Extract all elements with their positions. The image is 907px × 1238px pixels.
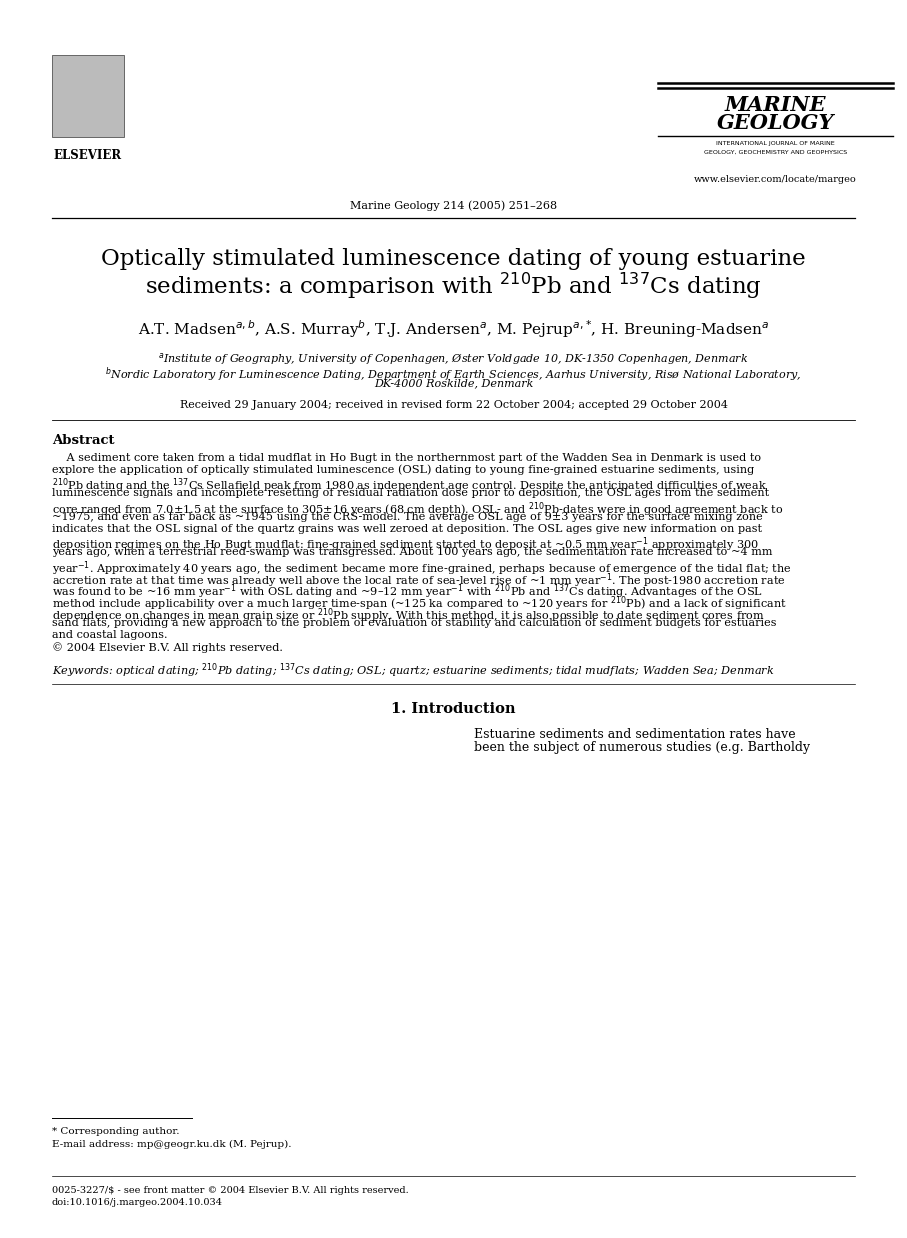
Text: GEOLOGY, GEOCHEMISTRY AND GEOPHYSICS: GEOLOGY, GEOCHEMISTRY AND GEOPHYSICS bbox=[704, 150, 847, 155]
Text: accretion rate at that time was already well above the local rate of sea-level r: accretion rate at that time was already … bbox=[52, 571, 785, 589]
Text: luminescence signals and incomplete resetting of residual radiation dose prior t: luminescence signals and incomplete rese… bbox=[52, 489, 769, 499]
Text: www.elsevier.com/locate/margeo: www.elsevier.com/locate/margeo bbox=[694, 175, 857, 184]
Text: method include applicability over a much larger time-span (~125 ka compared to ~: method include applicability over a much… bbox=[52, 594, 786, 613]
Text: been the subject of numerous studies (e.g. Bartholdy: been the subject of numerous studies (e.… bbox=[473, 742, 810, 754]
Text: and coastal lagoons.: and coastal lagoons. bbox=[52, 630, 168, 640]
Text: E-mail address: mp@geogr.ku.dk (M. Pejrup).: E-mail address: mp@geogr.ku.dk (M. Pejru… bbox=[52, 1140, 291, 1149]
Text: ELSEVIER: ELSEVIER bbox=[54, 149, 122, 162]
Text: 1. Introduction: 1. Introduction bbox=[391, 702, 516, 716]
Bar bbox=[52, 54, 124, 137]
Text: was found to be ~16 mm year$^{-1}$ with OSL dating and ~9–12 mm year$^{-1}$ with: was found to be ~16 mm year$^{-1}$ with … bbox=[52, 583, 763, 602]
Text: explore the application of optically stimulated luminescence (OSL) dating to you: explore the application of optically sti… bbox=[52, 464, 755, 475]
Text: GEOLOGY: GEOLOGY bbox=[717, 113, 834, 132]
Text: years ago, when a terrestrial reed-swamp was transgressed. About 100 years ago, : years ago, when a terrestrial reed-swamp… bbox=[52, 547, 773, 557]
Text: DK-4000 Roskilde, Denmark: DK-4000 Roskilde, Denmark bbox=[374, 378, 533, 387]
Text: Optically stimulated luminescence dating of young estuarine: Optically stimulated luminescence dating… bbox=[102, 248, 805, 270]
Text: core ranged from 7.0±1.5 at the surface to 305±16 years (68 cm depth). OSL- and : core ranged from 7.0±1.5 at the surface … bbox=[52, 500, 784, 519]
Text: dependence on changes in mean grain size or $^{210}$Pb supply. With this method,: dependence on changes in mean grain size… bbox=[52, 607, 765, 625]
Text: $^{210}$Pb dating and the $^{137}$Cs Sellafield peak from 1980 as independent ag: $^{210}$Pb dating and the $^{137}$Cs Sel… bbox=[52, 477, 767, 495]
Text: Received 29 January 2004; received in revised form 22 October 2004; accepted 29 : Received 29 January 2004; received in re… bbox=[180, 400, 727, 410]
Text: A sediment core taken from a tidal mudflat in Ho Bugt in the northernmost part o: A sediment core taken from a tidal mudfl… bbox=[52, 453, 761, 463]
Text: A.T. Madsen$^{a,b}$, A.S. Murray$^{b}$, T.J. Andersen$^{a}$, M. Pejrup$^{a,}$$^{: A.T. Madsen$^{a,b}$, A.S. Murray$^{b}$, … bbox=[138, 318, 769, 339]
Text: sand flats, providing a new approach to the problem of evaluation of stability a: sand flats, providing a new approach to … bbox=[52, 618, 776, 628]
Text: * Corresponding author.: * Corresponding author. bbox=[52, 1127, 180, 1136]
Text: Marine Geology 214 (2005) 251–268: Marine Geology 214 (2005) 251–268 bbox=[350, 201, 557, 210]
Text: Estuarine sediments and sedimentation rates have: Estuarine sediments and sedimentation ra… bbox=[473, 728, 795, 740]
Text: deposition regimes on the Ho Bugt mudflat: fine-grained sediment started to depo: deposition regimes on the Ho Bugt mudfla… bbox=[52, 536, 759, 555]
Text: © 2004 Elsevier B.V. All rights reserved.: © 2004 Elsevier B.V. All rights reserved… bbox=[52, 641, 283, 652]
Text: MARINE: MARINE bbox=[725, 95, 826, 115]
Text: 0025-3227/$ - see front matter © 2004 Elsevier B.V. All rights reserved.: 0025-3227/$ - see front matter © 2004 El… bbox=[52, 1186, 409, 1195]
Text: INTERNATIONAL JOURNAL OF MARINE: INTERNATIONAL JOURNAL OF MARINE bbox=[717, 141, 834, 146]
Text: Abstract: Abstract bbox=[52, 435, 114, 447]
Text: sediments: a comparison with $^{210}$Pb and $^{137}$Cs dating: sediments: a comparison with $^{210}$Pb … bbox=[145, 271, 762, 301]
Text: $^{b}$Nordic Laboratory for Luminescence Dating, Department of Earth Sciences, A: $^{b}$Nordic Laboratory for Luminescence… bbox=[105, 365, 802, 384]
Text: $^{a}$Institute of Geography, University of Copenhagen, Øster Voldgade 10, DK-13: $^{a}$Institute of Geography, University… bbox=[159, 352, 748, 368]
Text: doi:10.1016/j.margeo.2004.10.034: doi:10.1016/j.margeo.2004.10.034 bbox=[52, 1198, 223, 1207]
Text: indicates that the OSL signal of the quartz grains was well zeroed at deposition: indicates that the OSL signal of the qua… bbox=[52, 524, 762, 534]
Text: year$^{-1}$. Approximately 40 years ago, the sediment became more fine-grained, : year$^{-1}$. Approximately 40 years ago,… bbox=[52, 560, 792, 578]
Text: Keywords: optical dating; $^{210}$Pb dating; $^{137}$Cs dating; OSL; quartz; est: Keywords: optical dating; $^{210}$Pb dat… bbox=[52, 661, 775, 680]
Text: ~1975, and even as far back as ~1945 using the CRS-model. The average OSL age of: ~1975, and even as far back as ~1945 usi… bbox=[52, 513, 763, 522]
